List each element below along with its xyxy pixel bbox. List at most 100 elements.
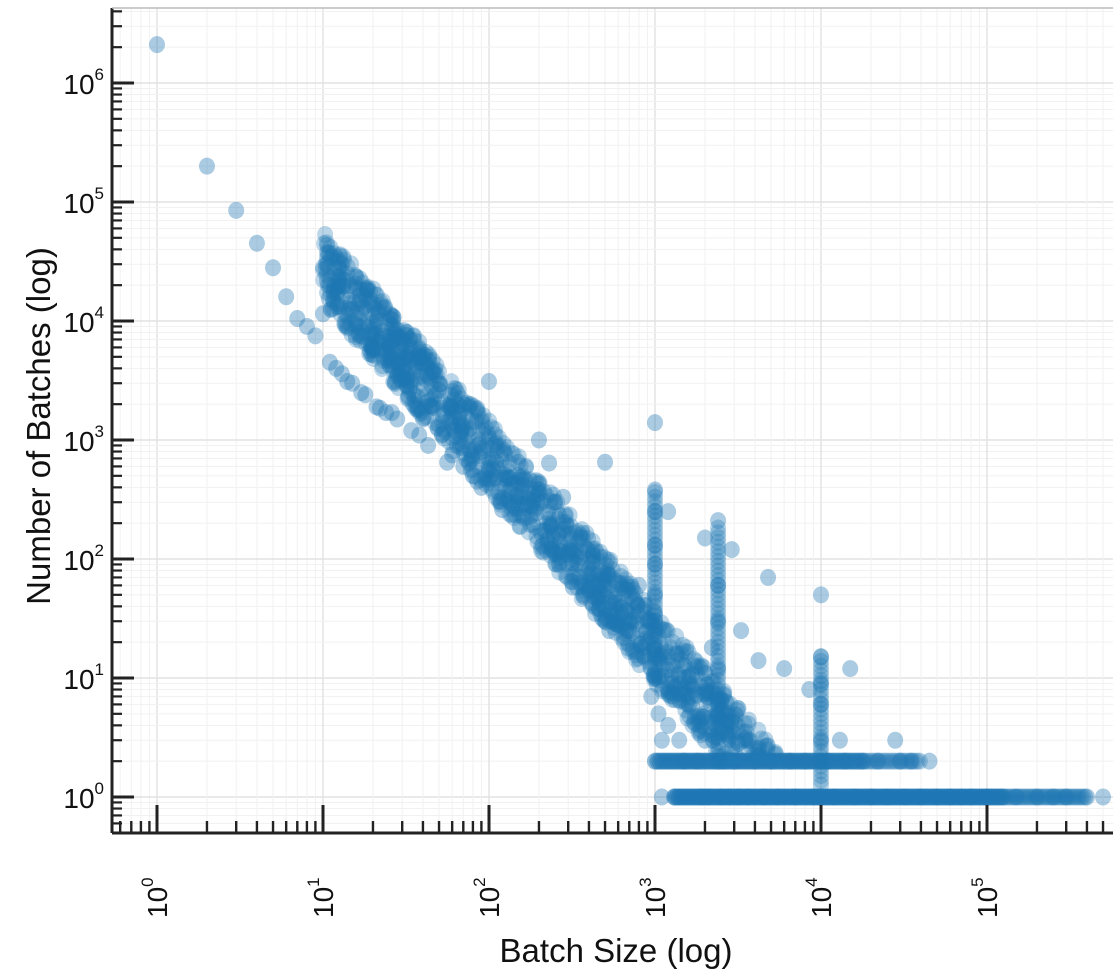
data-point	[381, 338, 398, 356]
data-point	[647, 560, 663, 578]
data-point	[710, 614, 727, 632]
data-point	[594, 572, 611, 590]
data-point	[495, 459, 512, 477]
data-point	[334, 277, 351, 295]
data-point	[659, 680, 676, 698]
data-point	[703, 639, 720, 657]
data-point	[356, 286, 373, 304]
data-point	[658, 643, 675, 661]
data-point	[324, 248, 341, 266]
data-point	[689, 715, 706, 733]
data-point	[318, 266, 335, 284]
data-point	[398, 324, 415, 342]
data-point	[475, 407, 492, 425]
data-point	[424, 362, 441, 380]
data-point	[417, 355, 434, 373]
data-point	[642, 612, 659, 630]
data-point	[528, 504, 545, 522]
data-point	[378, 341, 395, 359]
data-point	[483, 466, 500, 484]
data-point	[813, 681, 829, 699]
data-point	[710, 748, 727, 766]
data-point	[385, 308, 402, 326]
data-point	[596, 599, 613, 617]
data-point	[315, 258, 332, 276]
data-point	[612, 597, 629, 615]
data-point	[613, 605, 630, 623]
data-point	[621, 587, 638, 605]
data-point	[330, 253, 347, 271]
data-point	[352, 314, 369, 332]
data-point	[418, 408, 435, 426]
data-point	[1003, 788, 1020, 806]
data-point	[647, 620, 664, 638]
data-point	[424, 363, 441, 381]
data-point	[405, 327, 422, 345]
data-point	[813, 671, 829, 689]
data-point	[514, 476, 531, 494]
data-point	[494, 489, 511, 507]
data-point	[624, 642, 641, 660]
data-point	[549, 541, 566, 559]
data-point	[624, 640, 641, 658]
data-point	[637, 630, 654, 648]
data-point	[442, 386, 459, 404]
data-point	[482, 440, 499, 458]
y-tick-label: 106	[63, 65, 104, 100]
data-point	[580, 581, 597, 599]
data-point	[710, 605, 727, 623]
data-point	[322, 249, 339, 267]
data-point	[363, 337, 380, 355]
data-point	[439, 453, 456, 471]
data-point	[486, 420, 503, 438]
data-point	[710, 638, 727, 656]
data-point	[683, 687, 700, 705]
data-point	[520, 523, 537, 541]
data-point	[618, 581, 635, 599]
data-point	[599, 551, 616, 569]
data-point	[459, 408, 476, 426]
data-point	[622, 575, 639, 593]
data-point	[624, 581, 641, 599]
data-point	[376, 349, 393, 367]
data-point	[684, 716, 701, 734]
data-point	[573, 590, 590, 608]
data-point	[1041, 788, 1058, 806]
data-point	[598, 586, 615, 604]
data-point	[911, 752, 928, 770]
data-point	[719, 711, 736, 729]
data-point	[621, 597, 638, 615]
data-point	[442, 399, 459, 417]
data-point	[353, 384, 370, 402]
data-point	[710, 533, 727, 551]
data-point	[592, 583, 609, 601]
data-point	[334, 277, 351, 295]
data-point	[500, 483, 517, 501]
data-point	[667, 691, 684, 709]
data-point	[645, 637, 662, 655]
data-point	[542, 541, 559, 559]
data-point	[592, 548, 609, 566]
data-point	[339, 319, 356, 337]
data-point	[481, 470, 498, 488]
data-point	[389, 355, 406, 373]
data-point	[879, 752, 896, 770]
data-point	[563, 542, 580, 560]
data-point	[372, 334, 389, 352]
data-point	[538, 541, 555, 559]
data-point	[678, 695, 695, 713]
data-point	[487, 426, 504, 444]
data-point	[414, 354, 431, 372]
y-tick-base: 10	[63, 545, 94, 576]
data-point	[379, 309, 396, 327]
data-point	[505, 508, 522, 526]
data-point	[891, 752, 908, 770]
data-point	[813, 729, 829, 746]
data-point	[529, 491, 546, 509]
data-point	[621, 642, 638, 660]
y-tick-exponent: 2	[95, 541, 104, 560]
data-point	[331, 247, 348, 265]
data-point	[647, 569, 663, 587]
x-tick-label: 101	[304, 877, 339, 918]
data-point	[330, 281, 347, 299]
